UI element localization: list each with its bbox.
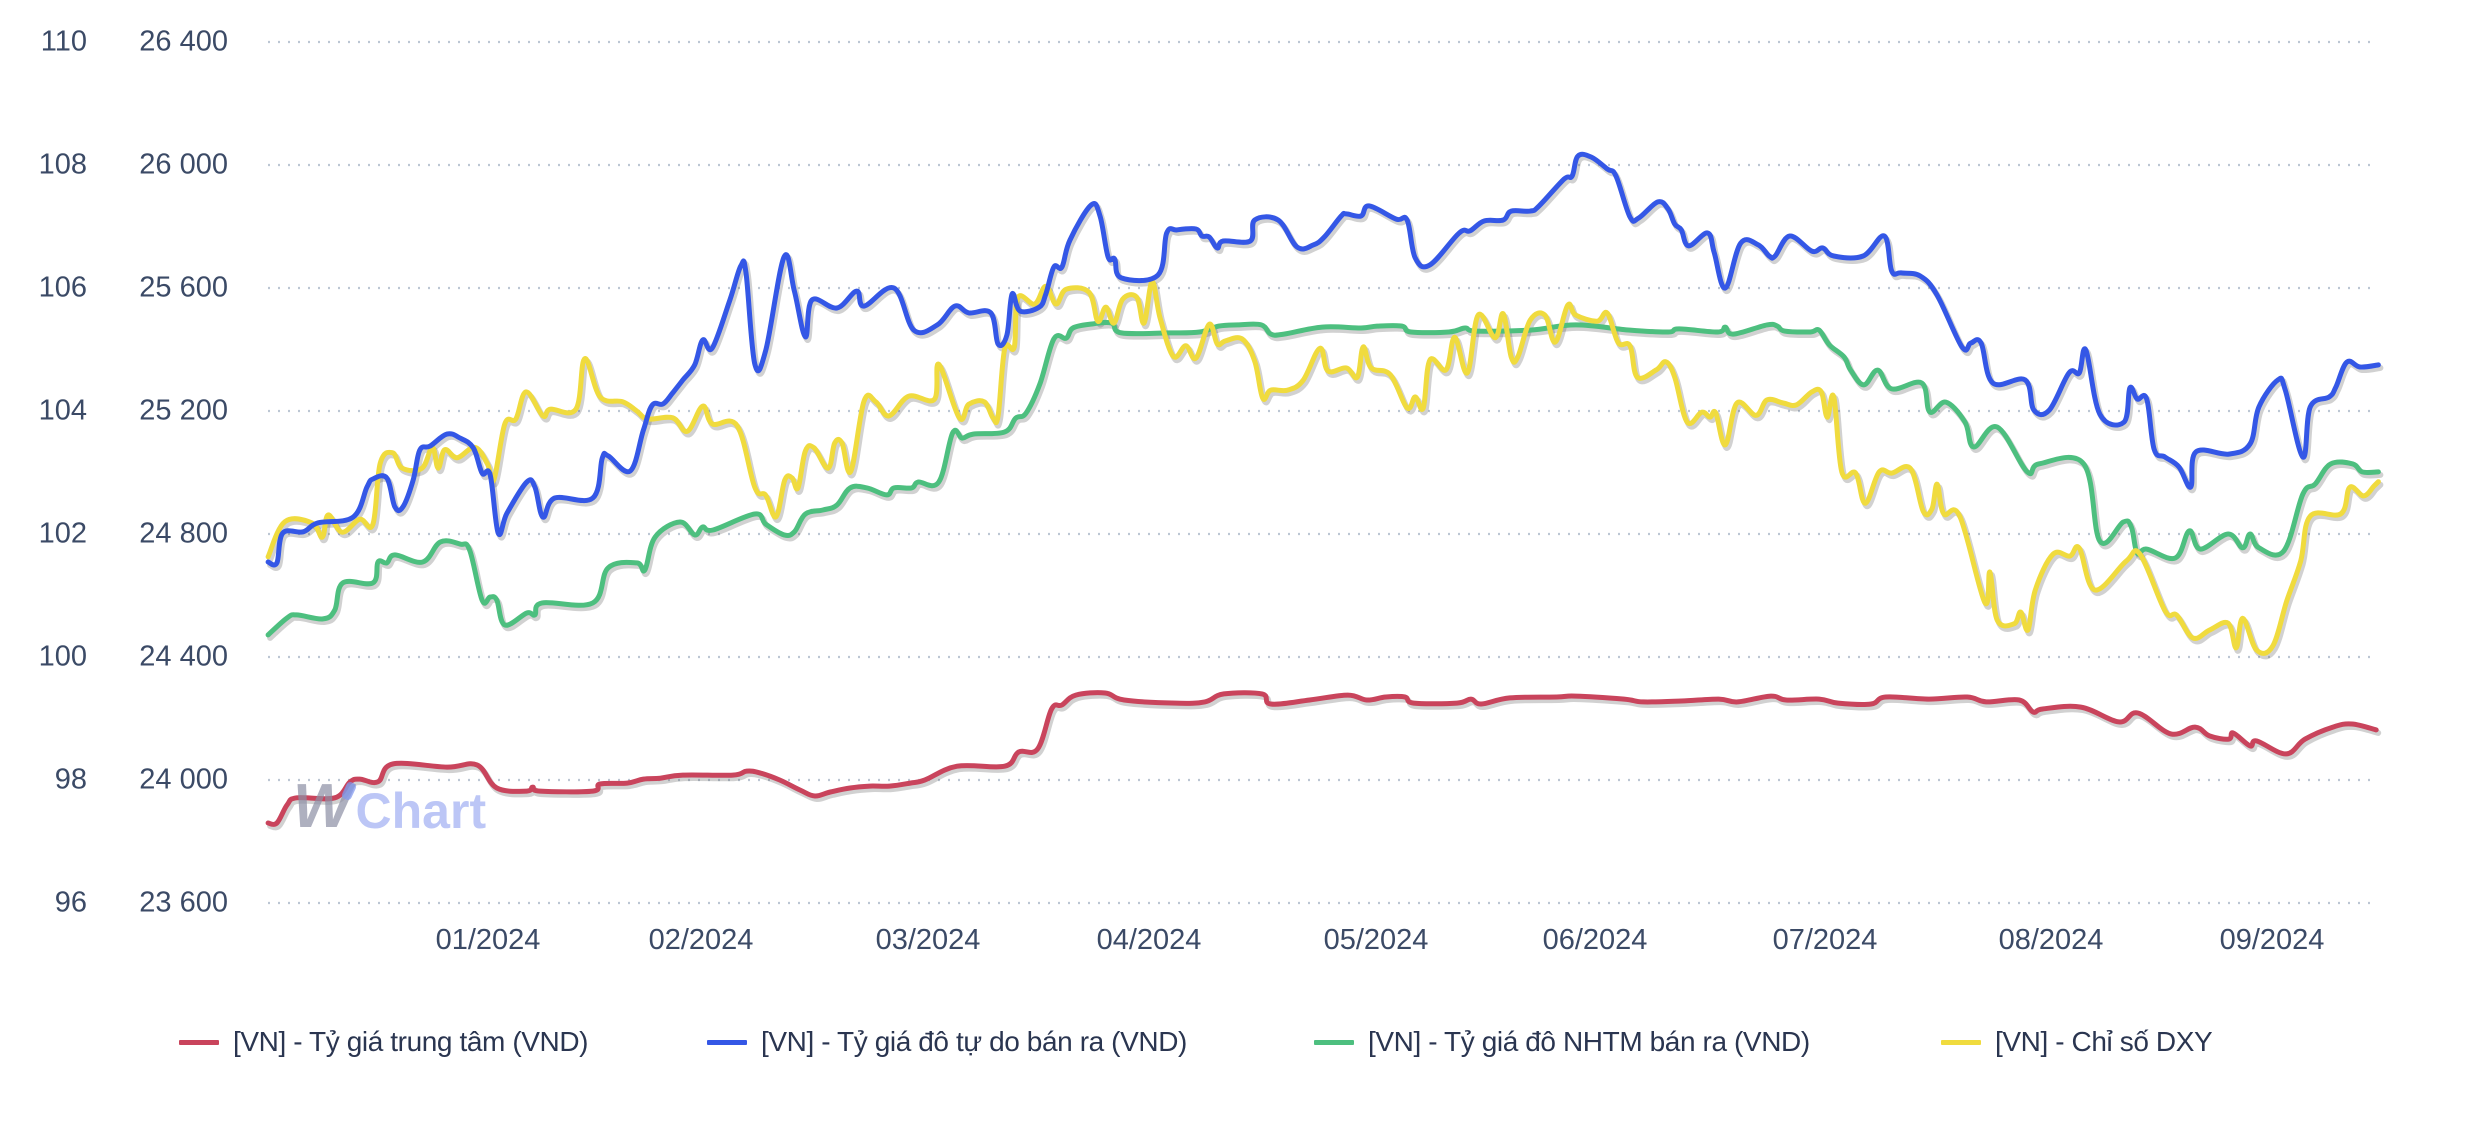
y-tick-vnd: 25 600 bbox=[139, 271, 228, 304]
legend-item-free-market-rate[interactable]: [VN] - Tỷ giá đô tự do bán ra (VND) bbox=[707, 1024, 1187, 1060]
series-lines bbox=[265, 151, 2381, 827]
series-line-dxy[interactable] bbox=[265, 279, 2381, 656]
legend-line-icon bbox=[179, 1039, 219, 1045]
series-shadows bbox=[267, 154, 2384, 831]
y-tick-vnd: 24 400 bbox=[139, 640, 228, 673]
y-tick-vnd: 24 800 bbox=[139, 517, 228, 550]
legend-item-dxy[interactable]: [VN] - Chỉ số DXY bbox=[1941, 1024, 2213, 1060]
x-tick-label: 01/2024 bbox=[435, 924, 541, 956]
gridlines bbox=[268, 40, 2378, 905]
y-tick-vnd: 26 000 bbox=[139, 148, 228, 181]
legend-line-icon bbox=[707, 1039, 747, 1045]
legend-item-central-rate[interactable]: [VN] - Tỷ giá trung tâm (VND) bbox=[179, 1024, 588, 1060]
series-line-free-market-rate[interactable] bbox=[265, 151, 2381, 568]
legend-item-bank-rate[interactable]: [VN] - Tỷ giá đô NHTM bán ra (VND) bbox=[1314, 1024, 1810, 1060]
x-tick-label: 02/2024 bbox=[648, 924, 754, 956]
series-shadow bbox=[267, 281, 2384, 660]
series-shadow bbox=[267, 692, 2382, 831]
x-tick-label: 06/2024 bbox=[1542, 924, 1648, 956]
x-tick-label: 03/2024 bbox=[875, 924, 981, 956]
x-tick-label: 07/2024 bbox=[1772, 924, 1878, 956]
y-tick-vnd: 25 200 bbox=[139, 394, 228, 427]
legend-line-icon bbox=[1941, 1039, 1981, 1045]
y-tick-dxy: 98 bbox=[54, 763, 87, 796]
y-tick-dxy: 100 bbox=[38, 640, 87, 673]
watermark-text: Chart bbox=[355, 783, 487, 839]
x-tick-label: 08/2024 bbox=[1998, 924, 2104, 956]
y-tick-dxy: 110 bbox=[40, 25, 87, 58]
y-tick-vnd: 26 400 bbox=[139, 25, 228, 58]
y-tick-dxy: 104 bbox=[38, 394, 87, 427]
series-line-bank-rate[interactable] bbox=[265, 319, 2381, 638]
series-line-central-rate[interactable] bbox=[265, 690, 2379, 827]
series-shadow bbox=[267, 322, 2384, 641]
legend-label: [VN] - Tỷ giá đô tự do bán ra (VND) bbox=[761, 1026, 1187, 1057]
legend-label: [VN] - Chỉ số DXY bbox=[1995, 1026, 2213, 1057]
legend-label: [VN] - Tỷ giá đô NHTM bán ra (VND) bbox=[1368, 1026, 1810, 1057]
y-tick-vnd: 23 600 bbox=[139, 886, 228, 919]
x-tick-label: 05/2024 bbox=[1323, 924, 1429, 956]
x-tick-label: 04/2024 bbox=[1096, 924, 1202, 956]
y-tick-dxy: 106 bbox=[38, 271, 87, 304]
wichart-watermark: W Chart bbox=[293, 772, 487, 841]
y-tick-dxy: 102 bbox=[38, 517, 87, 550]
y-tick-dxy: 108 bbox=[38, 148, 87, 181]
x-tick-label: 09/2024 bbox=[2219, 924, 2325, 956]
y-tick-vnd: 24 000 bbox=[139, 763, 228, 796]
legend-line-icon bbox=[1314, 1039, 1354, 1045]
legend-label: [VN] - Tỷ giá trung tâm (VND) bbox=[233, 1026, 589, 1057]
watermark-w-glyph: W bbox=[293, 772, 351, 841]
y-tick-dxy: 96 bbox=[54, 886, 87, 919]
